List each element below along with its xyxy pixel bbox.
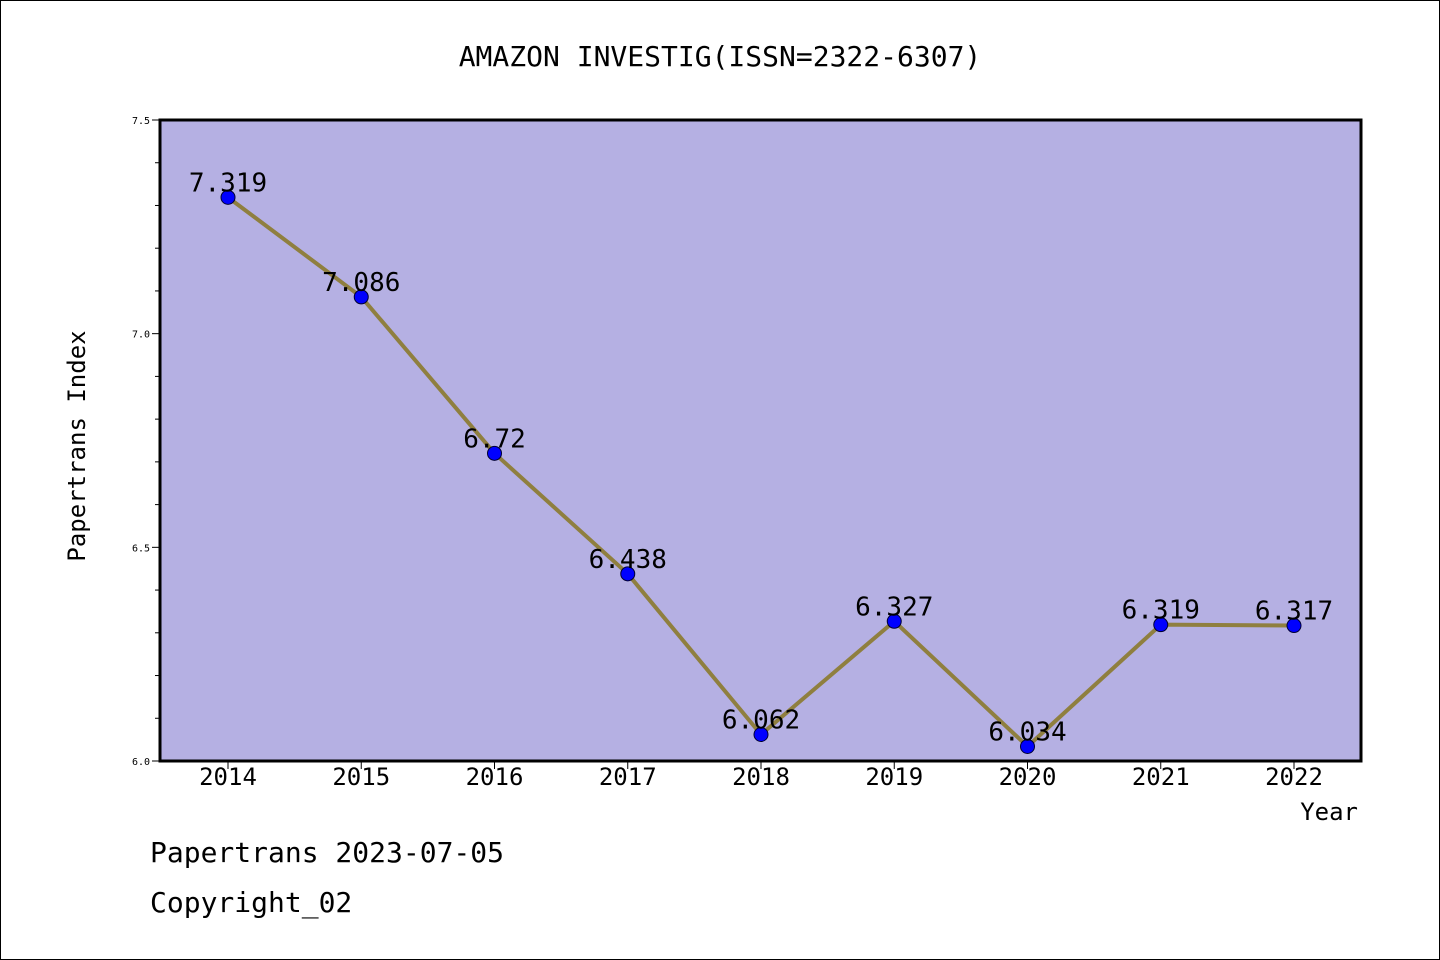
- data-label: 6.317: [1255, 597, 1333, 627]
- x-tick-label: 2014: [199, 763, 257, 791]
- data-point: [1286, 618, 1302, 634]
- x-tick-label: 2017: [599, 763, 657, 791]
- data-point: [620, 566, 636, 582]
- data-point: [753, 727, 769, 743]
- y-tick-label: 6.5: [132, 543, 150, 554]
- data-point: [886, 613, 902, 629]
- chart-title: AMAZON INVESTIG(ISSN=2322-6307): [459, 40, 982, 73]
- y-tick-label: 7.5: [132, 116, 150, 127]
- data-label: 6.72: [463, 424, 526, 454]
- x-tick-label: 2016: [466, 763, 524, 791]
- data-label: 7.086: [322, 268, 400, 298]
- data-point: [1153, 617, 1169, 633]
- x-tick-label: 2018: [732, 763, 790, 791]
- y-tick-label: 6.0: [132, 757, 150, 768]
- x-tick-label: 2022: [1265, 763, 1323, 791]
- plot-area: [158, 118, 1363, 763]
- x-tick-label: 2021: [1132, 763, 1190, 791]
- data-point: [353, 289, 369, 305]
- data-label: 6.034: [988, 717, 1066, 747]
- y-axis-label: Papertrans Index: [63, 330, 91, 561]
- data-point: [1020, 738, 1035, 754]
- data-label: 6.438: [589, 545, 667, 575]
- x-tick-label: 2019: [865, 763, 923, 791]
- data-label: 7.319: [189, 168, 267, 198]
- x-tick-label: 2020: [999, 763, 1057, 791]
- y-tick-label: 7.0: [132, 330, 150, 341]
- footer-copyright: Copyright_02: [150, 886, 353, 919]
- data-label: 6.327: [855, 592, 933, 622]
- data-labels: 7.319 7.086 6.72 6.438 6.062 6.327 6.034 6.319 6…: [189, 168, 1333, 747]
- series: [220, 189, 1302, 754]
- data-point: [487, 445, 502, 461]
- data-label: 6.319: [1122, 596, 1200, 626]
- footer-date: Papertrans 2023-07-05: [150, 836, 505, 869]
- y-axis: 6.0 6.5 7.0 7.5: [132, 116, 160, 768]
- x-axis: 2014 2015 2016 2017 2018 2019 2020 2021 2022: [199, 761, 1323, 791]
- x-axis-label: Year: [1300, 798, 1358, 826]
- data-point: [220, 189, 236, 205]
- data-label: 6.062: [722, 706, 800, 736]
- x-tick-label: 2015: [332, 763, 390, 791]
